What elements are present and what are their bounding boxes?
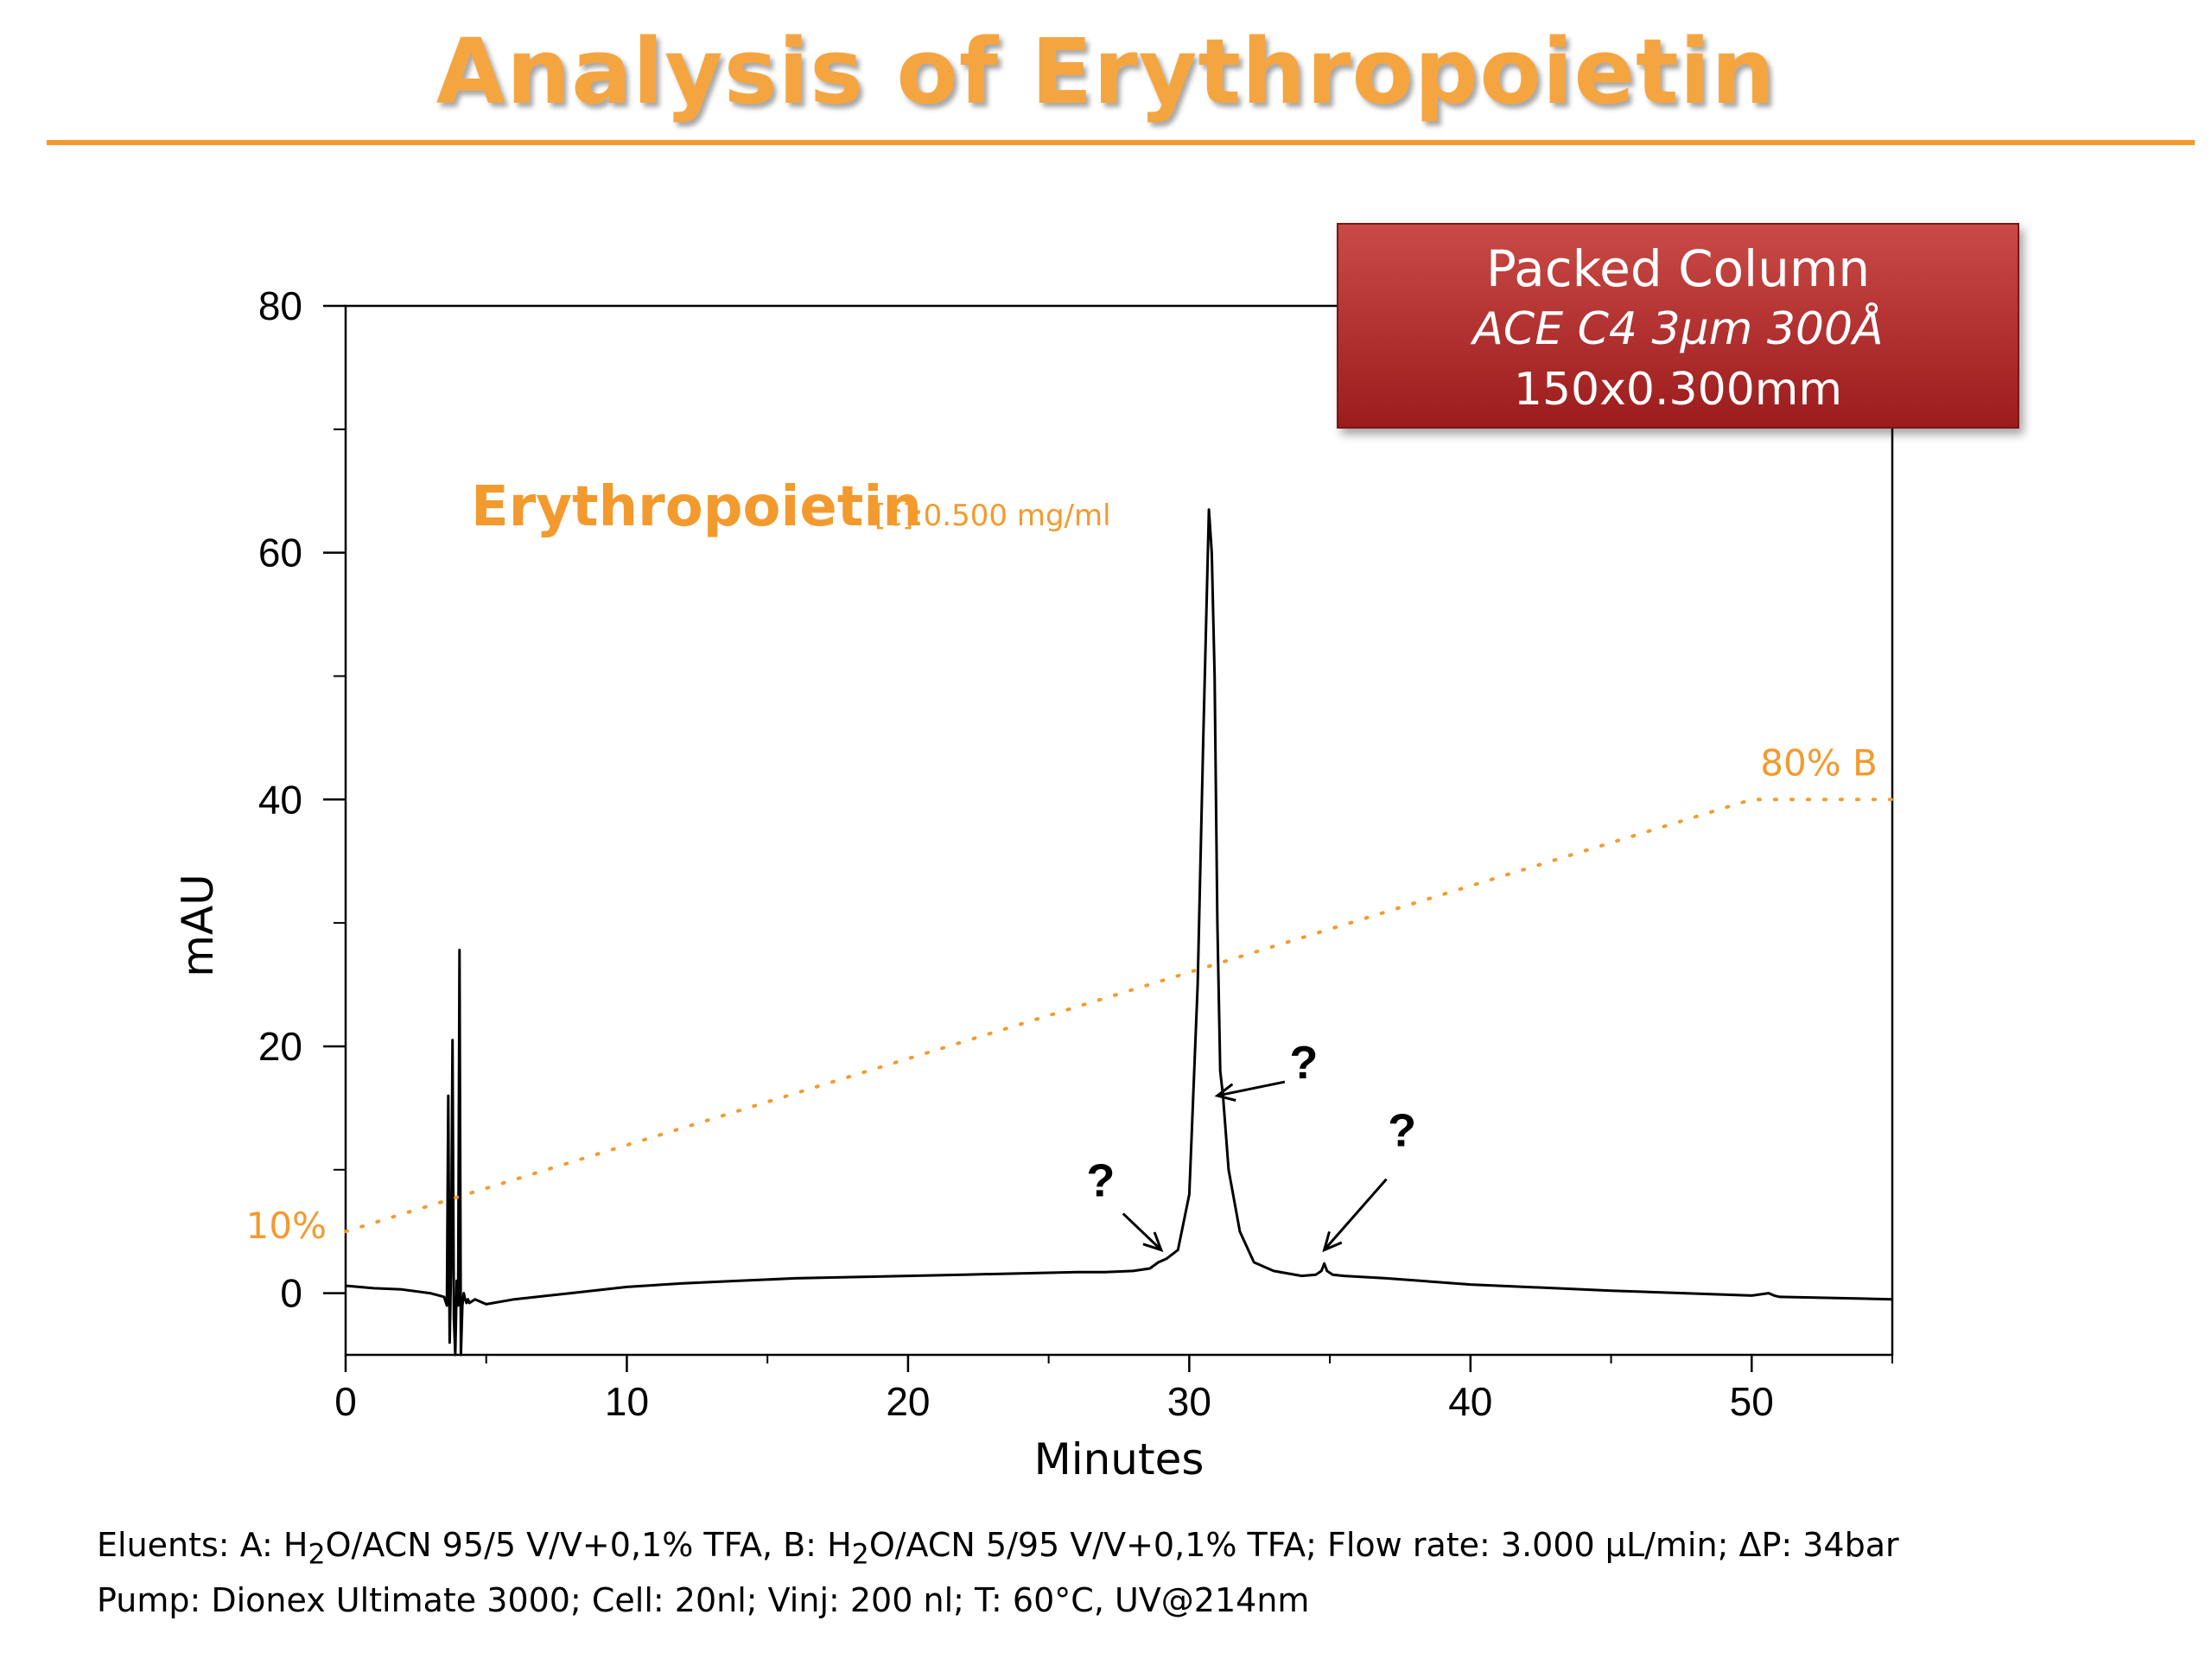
chromatogram-trace bbox=[345, 508, 1893, 1357]
gradient-line bbox=[344, 798, 1894, 1234]
y-tick-label: 0 bbox=[280, 1271, 302, 1316]
y-tick-label: 20 bbox=[258, 1024, 302, 1069]
footer-conditions: Eluents: A: H2O/ACN 95/5 V/V+0,1% TFA, B… bbox=[97, 1522, 2188, 1623]
y-tick-label: 40 bbox=[258, 777, 302, 822]
x-tick-label: 20 bbox=[886, 1379, 930, 1424]
column-box-title: Packed Column bbox=[1485, 239, 1871, 298]
column-box-dimensions: 150x0.300mm bbox=[1513, 364, 1843, 416]
gradient-end-label: 80% B bbox=[1760, 741, 1878, 784]
x-tick-label: 0 bbox=[334, 1379, 357, 1424]
x-tick-label: 50 bbox=[1730, 1379, 1774, 1424]
annotation-arrowhead bbox=[1214, 1083, 1236, 1102]
gradient-start-label: 10% bbox=[246, 1205, 327, 1247]
x-tick-label: 30 bbox=[1167, 1379, 1211, 1424]
plot-frame bbox=[344, 304, 1894, 1357]
x-tick-label: 40 bbox=[1448, 1379, 1492, 1424]
footer-line-1-sub-1: 2 bbox=[308, 1539, 326, 1571]
annotation-arrow bbox=[1323, 1178, 1388, 1251]
y-axis-label: mAU bbox=[173, 874, 223, 977]
footer-line-1-a: Eluents: A: H bbox=[97, 1526, 308, 1564]
unknown-peak-label: ? bbox=[1086, 1155, 1115, 1207]
series-layer bbox=[344, 508, 1894, 1357]
axes-layer bbox=[323, 304, 1894, 1372]
annotation-arrowhead bbox=[1142, 1231, 1164, 1252]
unknown-peak-label: ? bbox=[1289, 1037, 1318, 1089]
column-box-spec: ACE C4 3µm 300Å bbox=[1472, 303, 1884, 355]
y-tick-label: 80 bbox=[258, 283, 302, 328]
annotation-arrowhead bbox=[1322, 1230, 1343, 1253]
annotation-arrow bbox=[1122, 1212, 1162, 1251]
x-axis-label: Minutes bbox=[1034, 1434, 1205, 1484]
chromatogram-chart: 0 10 20 30 40 50 0 20 40 60 80 Minutes mAU Erythropoi… bbox=[173, 283, 1894, 1484]
unknown-peak-label: ? bbox=[1388, 1105, 1416, 1157]
footer-line-1-b: O/ACN 95/5 V/V+0,1% TFA, B: H bbox=[325, 1526, 852, 1564]
footer-line-1: Eluents: A: H2O/ACN 95/5 V/V+0,1% TFA, B… bbox=[97, 1522, 2188, 1578]
annotation-arrow bbox=[1217, 1080, 1286, 1097]
slide-title: Analysis of Erythropoietin bbox=[435, 19, 1777, 124]
text-layer: 0 10 20 30 40 50 0 20 40 60 80 Minutes mAU Erythropoi… bbox=[173, 283, 1878, 1484]
column-info-box: Packed Column ACE C4 3µm 300Å 150x0.300m… bbox=[1337, 223, 2019, 429]
footer-line-2: Pump: Dionex Ultimate 3000; Cell: 20nl; … bbox=[97, 1580, 1310, 1619]
y-tick-label: 60 bbox=[258, 531, 302, 575]
title-rule bbox=[47, 140, 2195, 145]
footer-line-1-sub-2: 2 bbox=[851, 1539, 869, 1571]
x-tick-label: 10 bbox=[605, 1379, 649, 1424]
sample-concentration: [c]:0.500 mg/ml bbox=[874, 499, 1111, 533]
footer-line-1-c: O/ACN 5/95 V/V+0,1% TFA; Flow rate: 3.00… bbox=[868, 1526, 1899, 1564]
sample-label: Erythropoietin bbox=[471, 475, 922, 539]
